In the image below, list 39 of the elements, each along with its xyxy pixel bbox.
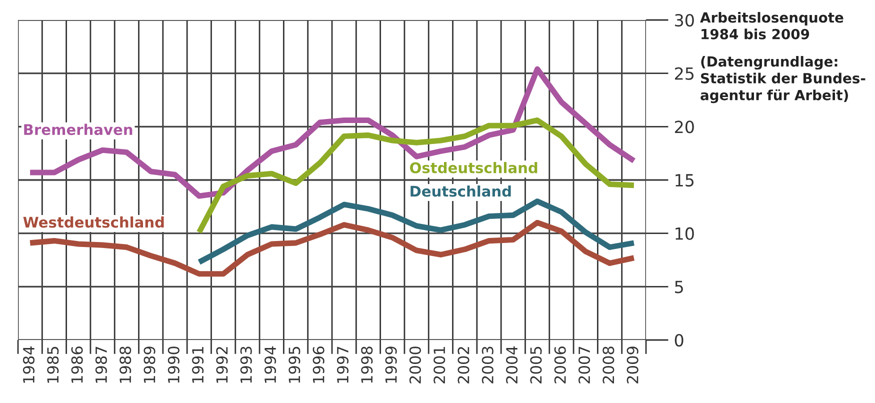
x-tick-label: 2003 [482,346,494,384]
x-tick-label: 1993 [240,346,252,383]
x-tick-label: 1987 [95,346,107,383]
y-tick-label: 0 [674,334,684,347]
x-tick-label: 2000 [409,346,421,384]
series-label: Ostdeutschland [410,162,538,174]
y-tick-label: 20 [675,120,694,134]
x-tick-label: 1991 [192,346,204,383]
x-tick-label: 2008 [602,346,614,384]
x-tick-label: 1992 [216,347,228,383]
x-tick-label: 2006 [554,346,566,384]
series-label: Bremerhaven [24,124,132,136]
y-tick-label: 15 [676,174,694,187]
x-tick-label: 2004 [506,346,518,384]
series-label: Westdeutschland [23,216,164,228]
x-tick-label: 1990 [168,346,180,383]
x-tick-label: 2007 [578,346,590,384]
text: (Datengrundlage: Statistik der Bundes- agentur für Arbeit) [700,56,866,104]
y-tick-label: 25 [675,67,694,80]
x-tick-label: 2009 [626,346,638,384]
x-tick-label: 1995 [288,346,300,383]
x-tick-label: 1986 [71,346,83,383]
text: Arbeitslosenquote 1984 bis 2009 [700,12,844,40]
x-tick-label: 1985 [47,346,59,383]
x-tick-label: 1994 [264,346,276,383]
x-tick-label: 1984 [22,346,35,383]
x-tick-label: 1998 [361,346,373,383]
y-tick-label: 5 [675,280,683,294]
series-label: Deutschland [410,185,511,197]
x-tick-label: 1997 [336,346,349,383]
x-tick-label: 1989 [144,346,156,383]
x-tick-label: 1999 [385,346,397,383]
y-tick-label: 10 [676,227,694,240]
x-tick-label: 1996 [312,346,324,383]
x-tick-label: 1988 [120,346,132,383]
x-tick-label: 2001 [434,346,446,384]
y-tick-label: 30 [675,14,694,27]
x-tick-label: 2002 [458,347,470,384]
x-tick-label: 2005 [530,346,542,384]
